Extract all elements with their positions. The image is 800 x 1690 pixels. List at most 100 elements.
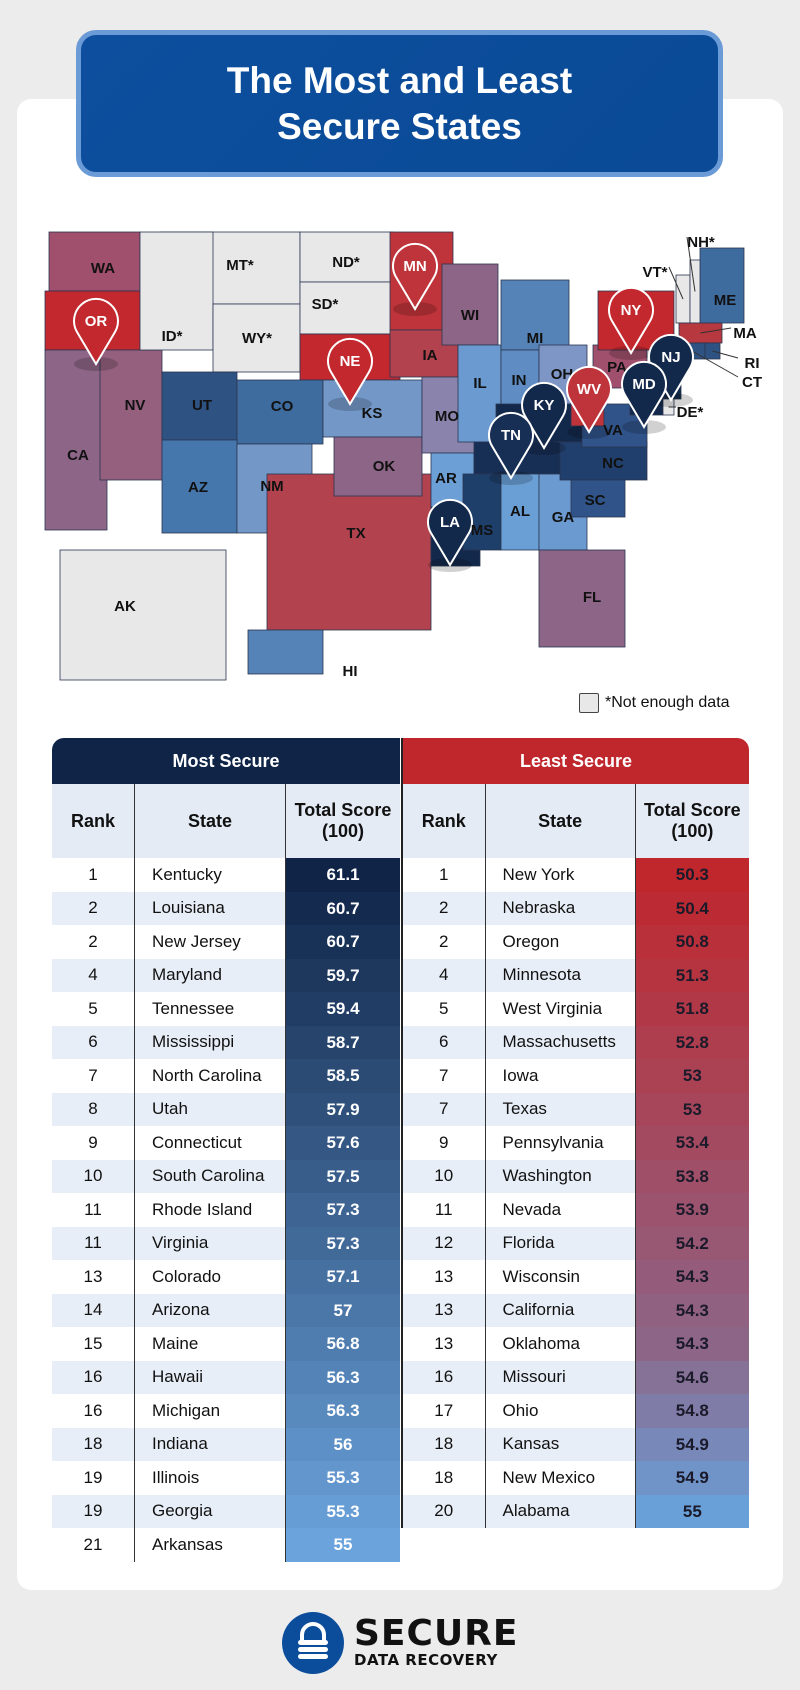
state-label: SC [585, 492, 606, 509]
state-label: AR [435, 470, 457, 487]
state-label: MT* [226, 257, 254, 274]
state-cell: California [486, 1293, 636, 1327]
state-label: MO [435, 408, 459, 425]
score-cell: 53 [635, 1092, 749, 1126]
state-cell: Florida [486, 1226, 636, 1260]
table-row: 7 Texas 53 [403, 1092, 749, 1126]
rank-cell: 21 [52, 1528, 135, 1562]
table-row: 18 Indiana 56 [52, 1427, 400, 1461]
table-row: 6 Massachusetts 52.8 [403, 1025, 749, 1059]
state-label: MD [632, 376, 655, 393]
score-cell: 55 [286, 1528, 400, 1562]
score-cell: 59.7 [286, 958, 400, 992]
rank-cell: 13 [403, 1260, 486, 1294]
rank-cell: 7 [403, 1092, 486, 1126]
column-headers: Rank State Total Score (100) [403, 784, 749, 858]
score-cell: 54.9 [635, 1461, 749, 1495]
score-cell: 54.3 [635, 1327, 749, 1361]
state-cell: Colorado [135, 1260, 286, 1294]
map-pin-icon [566, 365, 612, 439]
state-label: WY* [242, 330, 272, 347]
state-nd [299, 231, 394, 283]
table-row: 14 Arizona 57 [52, 1293, 400, 1327]
state-label: WA [91, 260, 115, 277]
state-label: OR [85, 313, 108, 330]
score-cell: 57.3 [286, 1193, 400, 1227]
state-cell: Connecticut [135, 1126, 286, 1160]
table-row: 6 Mississippi 58.7 [52, 1025, 400, 1059]
table-row: 21 Arkansas 55 [52, 1528, 400, 1562]
table-row: 10 Washington 53.8 [403, 1159, 749, 1193]
state-id [139, 231, 214, 351]
callout-line [712, 350, 739, 359]
state-label: FL [583, 589, 601, 606]
state-label: NV [125, 397, 146, 414]
table-row: 15 Maine 56.8 [52, 1327, 400, 1361]
state-cell: Michigan [135, 1394, 286, 1428]
state-mi [500, 279, 570, 351]
state-cell: Indiana [135, 1427, 286, 1461]
state-label: ND* [332, 254, 360, 271]
state-cell: Rhode Island [135, 1193, 286, 1227]
table-row: 2 Louisiana 60.7 [52, 891, 400, 925]
state-co [236, 379, 324, 445]
callout-line [700, 327, 732, 334]
state-header: State [486, 784, 636, 858]
score-cell: 52.8 [635, 1025, 749, 1059]
state-cell: North Carolina [135, 1059, 286, 1093]
state-cell: Tennessee [135, 992, 286, 1026]
rank-header: Rank [52, 784, 135, 858]
state-label: CT [742, 374, 762, 391]
state-hi [247, 629, 324, 675]
map-pin-icon [73, 297, 119, 371]
legend-label: *Not enough data [605, 694, 730, 711]
state-label: SD* [312, 296, 339, 313]
state-cell: Kentucky [135, 858, 286, 892]
state-cell: Washington [486, 1159, 636, 1193]
table-row: 19 Illinois 55.3 [52, 1461, 400, 1495]
state-cell: Arizona [135, 1293, 286, 1327]
state-tx [266, 473, 432, 631]
state-label: VA [603, 422, 623, 439]
score-cell: 54.3 [635, 1293, 749, 1327]
table-row: 11 Rhode Island 57.3 [52, 1193, 400, 1227]
table-row: 16 Hawaii 56.3 [52, 1360, 400, 1394]
state-label: WI [461, 307, 479, 324]
state-label: NJ [661, 349, 680, 366]
state-cell: Oregon [486, 925, 636, 959]
state-cell: Virginia [135, 1226, 286, 1260]
state-cell: Minnesota [486, 958, 636, 992]
state-label: CA [67, 447, 89, 464]
map-pin-icon [427, 498, 473, 572]
rank-cell: 16 [52, 1360, 135, 1394]
state-cell: West Virginia [486, 992, 636, 1026]
rank-cell: 4 [52, 958, 135, 992]
most-secure-header: Most Secure [52, 738, 400, 784]
state-cell: New Mexico [486, 1461, 636, 1495]
table-row: 19 Georgia 55.3 [52, 1494, 400, 1528]
score-cell: 53.8 [635, 1159, 749, 1193]
score-cell: 54.6 [635, 1360, 749, 1394]
rank-cell: 2 [52, 925, 135, 959]
state-label: OH [551, 366, 574, 383]
rank-cell: 17 [403, 1394, 486, 1428]
score-cell: 51.8 [635, 992, 749, 1026]
state-label: AK [114, 598, 136, 615]
table-row: 1 Kentucky 61.1 [52, 858, 400, 892]
callout-line [691, 350, 739, 378]
score-cell: 50.4 [635, 891, 749, 925]
rank-cell: 8 [52, 1092, 135, 1126]
rank-cell: 6 [403, 1025, 486, 1059]
state-cell: Missouri [486, 1360, 636, 1394]
table-row: 18 New Mexico 54.9 [403, 1461, 749, 1495]
score-cell: 57 [286, 1293, 400, 1327]
rank-header: Rank [403, 784, 486, 858]
table-row: 2 New Jersey 60.7 [52, 925, 400, 959]
table-row: 10 South Carolina 57.5 [52, 1159, 400, 1193]
rank-cell: 11 [52, 1226, 135, 1260]
table-row: 1 New York 50.3 [403, 858, 749, 892]
secure-data-recovery-logo: SECURE DATA RECOVERY [282, 1612, 518, 1674]
state-label: NC [602, 455, 624, 472]
score-cell: 55.3 [286, 1461, 400, 1495]
padlock-icon [282, 1612, 344, 1674]
